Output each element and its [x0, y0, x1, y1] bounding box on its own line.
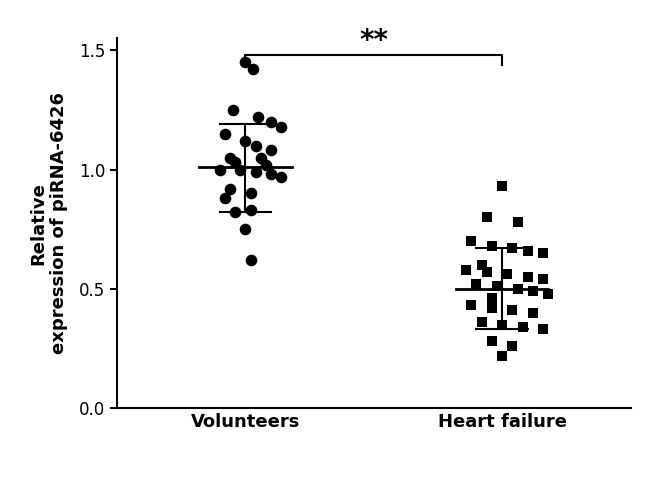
- Point: [227, 106, 238, 114]
- Point: [220, 130, 230, 138]
- Point: [517, 323, 528, 331]
- Point: [225, 185, 235, 192]
- Point: [502, 271, 512, 278]
- Point: [230, 209, 240, 216]
- Point: [255, 154, 266, 161]
- Point: [250, 142, 261, 150]
- Point: [507, 244, 517, 252]
- Point: [482, 214, 492, 221]
- Point: [538, 325, 549, 333]
- Point: [528, 309, 538, 316]
- Point: [492, 283, 502, 290]
- Point: [225, 154, 235, 161]
- Point: [261, 161, 271, 168]
- Point: [497, 321, 507, 328]
- Point: [230, 158, 240, 166]
- Point: [466, 237, 476, 245]
- Point: [266, 170, 276, 178]
- Point: [245, 190, 255, 197]
- Point: [240, 225, 251, 233]
- Point: [214, 166, 225, 173]
- Point: [266, 146, 276, 154]
- Point: [512, 218, 523, 226]
- Point: [248, 66, 258, 73]
- Point: [476, 318, 487, 326]
- Point: [466, 301, 476, 309]
- Point: [497, 182, 507, 190]
- Point: [487, 304, 497, 312]
- Point: [482, 268, 492, 276]
- Point: [276, 173, 287, 180]
- Point: [235, 166, 246, 173]
- Point: [476, 261, 487, 269]
- Point: [523, 247, 533, 254]
- Point: [240, 59, 251, 66]
- Point: [253, 113, 263, 121]
- Point: [471, 280, 482, 288]
- Point: [507, 306, 517, 314]
- Point: [528, 288, 538, 295]
- Text: **: **: [359, 27, 388, 55]
- Point: [487, 294, 497, 302]
- Point: [507, 342, 517, 350]
- Y-axis label: Relative
expression of piRNA-6426: Relative expression of piRNA-6426: [29, 92, 68, 354]
- Point: [245, 256, 255, 264]
- Point: [220, 194, 230, 202]
- Point: [538, 276, 549, 283]
- Point: [538, 249, 549, 257]
- Point: [512, 285, 523, 293]
- Point: [487, 242, 497, 250]
- Point: [487, 337, 497, 345]
- Point: [497, 352, 507, 360]
- Point: [461, 266, 471, 274]
- Point: [543, 290, 554, 298]
- Point: [276, 123, 287, 131]
- Point: [245, 206, 255, 214]
- Point: [266, 118, 276, 126]
- Point: [240, 137, 251, 145]
- Point: [523, 273, 533, 281]
- Point: [250, 168, 261, 176]
